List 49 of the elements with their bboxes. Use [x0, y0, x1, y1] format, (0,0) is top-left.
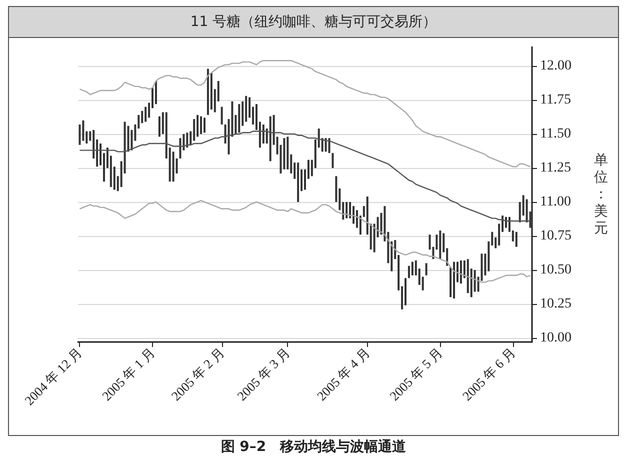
bar: [269, 116, 272, 162]
bar: [172, 152, 174, 182]
bar: [346, 202, 348, 218]
y-tick-label: 10.75: [540, 228, 572, 244]
bar: [203, 118, 206, 133]
bar: [425, 263, 428, 276]
bar: [352, 206, 355, 224]
bar: [154, 80, 157, 104]
y-tick-label: 10.25: [540, 296, 572, 312]
bar: [411, 262, 414, 276]
bar: [297, 162, 300, 202]
bar: [404, 278, 407, 306]
bar: [262, 124, 264, 144]
y-tick-label: 11.50: [540, 126, 571, 142]
line-series: [79, 130, 531, 222]
y-tick-label: 10.00: [540, 330, 572, 346]
bar: [408, 266, 410, 278]
y-tick-label: 11.25: [540, 160, 571, 176]
bar: [245, 96, 248, 122]
bar: [82, 120, 84, 141]
bar: [186, 132, 188, 148]
bar: [200, 116, 202, 134]
line-series: [79, 60, 531, 168]
line-series: [79, 200, 531, 283]
bar: [453, 262, 456, 298]
bar: [515, 232, 518, 247]
y-tick-label: 11.00: [540, 194, 571, 210]
bar: [466, 259, 469, 294]
caption: 图 9–2 移动均线与波幅通道: [220, 438, 408, 456]
bar: [193, 119, 196, 141]
bar: [332, 153, 334, 168]
y-tick-label: 10.50: [540, 262, 572, 278]
bar: [206, 68, 209, 115]
bar: [286, 136, 289, 170]
y-axis-title: 单位：美元: [594, 152, 608, 236]
bar: [179, 138, 182, 158]
bar: [328, 138, 330, 154]
y-tick-label: 12.00: [540, 58, 572, 74]
bar: [283, 138, 286, 170]
chart-title: 11 号糖（纽约咖啡、糖与可可交易所）: [190, 14, 437, 30]
y-tick-label: 11.75: [540, 92, 571, 108]
bar: [196, 114, 199, 137]
bar: [439, 230, 442, 260]
bar: [220, 106, 223, 124]
bar: [158, 116, 160, 137]
bar: [144, 106, 147, 122]
bar: [460, 260, 462, 284]
bar: [78, 124, 81, 145]
bar: [238, 104, 240, 133]
